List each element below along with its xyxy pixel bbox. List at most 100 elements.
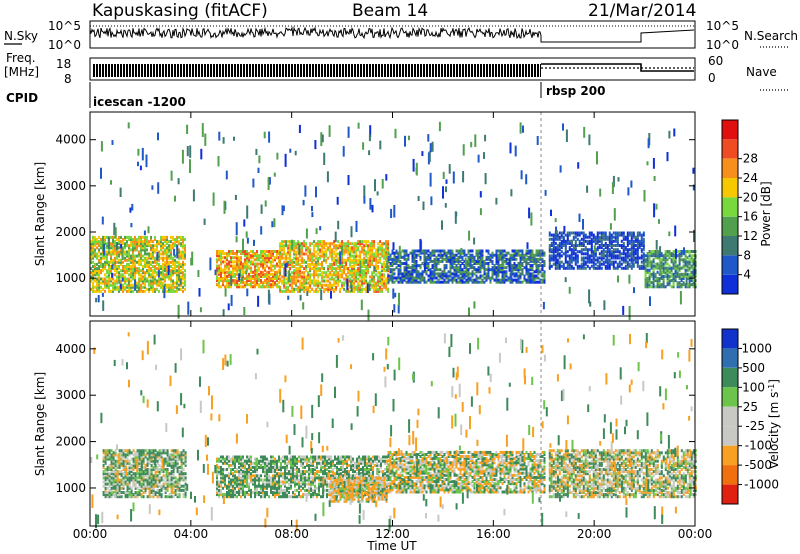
heatmap-cell xyxy=(564,248,567,252)
heatmap-cell xyxy=(144,238,146,241)
heatmap-cell xyxy=(287,285,290,289)
heatmap-cell xyxy=(287,240,290,244)
heatmap-cell xyxy=(642,248,645,252)
heatmap-cell xyxy=(325,275,328,279)
heatmap-cell xyxy=(568,241,571,245)
heatmap-cell xyxy=(495,253,498,257)
heatmap-cell xyxy=(178,250,180,254)
heatmap-cell xyxy=(116,242,118,251)
heatmap-cell xyxy=(427,134,430,142)
heatmap-cell xyxy=(548,250,551,254)
heatmap-cell xyxy=(375,248,378,252)
heatmap-cell xyxy=(297,289,300,293)
heatmap-cell xyxy=(106,275,108,279)
heatmap-cell xyxy=(421,278,424,282)
heatmap-cell xyxy=(128,451,131,455)
heatmap-cell xyxy=(172,235,174,239)
heatmap-cell xyxy=(457,274,460,278)
heatmap-cell xyxy=(122,285,124,289)
heatmap-cell xyxy=(224,272,226,276)
heatmap-cell xyxy=(146,287,148,291)
heatmap-cell xyxy=(521,262,524,265)
heatmap-cell xyxy=(652,252,655,256)
heatmap-cell xyxy=(270,264,272,268)
heatmap-cell xyxy=(272,254,274,258)
heatmap-cell xyxy=(124,256,126,260)
heatmap-cell xyxy=(327,285,330,289)
heatmap-cell xyxy=(307,275,310,279)
heatmap-cell xyxy=(92,287,94,291)
heatmap-cell xyxy=(379,285,382,289)
heatmap-cell xyxy=(170,275,172,279)
heatmap-cell xyxy=(632,256,635,260)
heatmap-cell xyxy=(373,256,376,260)
heatmap-cell xyxy=(652,279,655,283)
heatmap-cell xyxy=(632,254,635,258)
heatmap-cell xyxy=(431,278,434,282)
heatmap-cell xyxy=(582,241,585,245)
heatmap-cell xyxy=(283,260,286,264)
heatmap-cell xyxy=(459,255,462,259)
heatmap-cell xyxy=(672,277,675,280)
heatmap-cell xyxy=(278,277,280,280)
heatmap-cell xyxy=(136,472,139,476)
heatmap-cell xyxy=(457,255,460,259)
heatmap-cell xyxy=(256,281,258,285)
heatmap-cell xyxy=(425,266,428,270)
heatmap-cell xyxy=(337,265,340,268)
heatmap-cell xyxy=(197,270,200,277)
heatmap-cell xyxy=(399,270,402,274)
heatmap-cell xyxy=(564,246,567,250)
heatmap-cell xyxy=(132,495,135,499)
heatmap-cell xyxy=(96,283,98,287)
heatmap-cell xyxy=(644,285,647,289)
heatmap-cell xyxy=(387,244,390,248)
heatmap-cell xyxy=(473,237,476,245)
heatmap-cell xyxy=(270,272,272,276)
heatmap-cell xyxy=(485,272,488,276)
heatmap-cell xyxy=(529,251,532,255)
heatmap-cell xyxy=(140,238,142,241)
heatmap-cell xyxy=(588,231,591,235)
heatmap-cell xyxy=(134,486,137,490)
heatmap-cell xyxy=(248,252,250,256)
heatmap-cell xyxy=(244,277,246,280)
heatmap-cell xyxy=(692,184,695,191)
heatmap-cell xyxy=(674,268,677,272)
heatmap-cell xyxy=(293,260,296,264)
heatmap-cell xyxy=(509,253,512,257)
heatmap-cell xyxy=(128,486,131,490)
heatmap-cell xyxy=(303,283,306,287)
heatmap-cell xyxy=(337,267,340,271)
heatmap-cell xyxy=(485,278,488,282)
heatmap-cell xyxy=(279,267,282,271)
heatmap-cell xyxy=(608,233,611,237)
heatmap-cell xyxy=(293,242,296,246)
heatmap-cell xyxy=(467,249,470,253)
heatmap-cell xyxy=(238,250,240,253)
heatmap-cell xyxy=(632,241,635,245)
heatmap-cell xyxy=(295,242,298,246)
heatmap-cell xyxy=(489,259,492,263)
heatmap-cell xyxy=(128,470,131,474)
heatmap-cell xyxy=(391,249,394,253)
heatmap-cell xyxy=(138,455,141,459)
heatmap-cell xyxy=(379,140,382,150)
heatmap-cell xyxy=(118,488,121,492)
heatmap-cell xyxy=(383,260,386,264)
heatmap-cell xyxy=(636,252,639,256)
heatmap-cell xyxy=(602,244,605,247)
heatmap-cell xyxy=(395,266,398,270)
heatmap-cell xyxy=(170,235,172,239)
heatmap-cell xyxy=(287,295,290,300)
heatmap-cell xyxy=(447,257,450,261)
heatmap-cell xyxy=(150,260,152,264)
heatmap-cell xyxy=(166,248,168,252)
heatmap-cell xyxy=(405,280,408,284)
heatmap-cell xyxy=(586,185,589,193)
heatmap-cell xyxy=(618,233,621,237)
heatmap-cell xyxy=(264,256,266,260)
heatmap-cell xyxy=(110,480,113,484)
heatmap-cell xyxy=(142,244,144,248)
heatmap-cell xyxy=(467,278,470,282)
